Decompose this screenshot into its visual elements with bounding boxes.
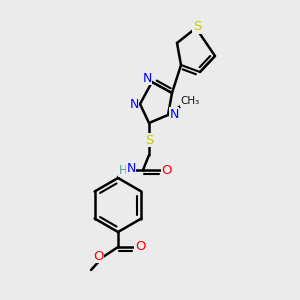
Text: N: N (129, 98, 139, 112)
Text: N: N (142, 71, 152, 85)
Text: N: N (169, 107, 179, 121)
Text: CH₃: CH₃ (180, 96, 200, 106)
Text: O: O (93, 250, 103, 262)
Text: H: H (118, 164, 127, 176)
Text: N: N (126, 163, 136, 176)
Text: O: O (162, 164, 172, 176)
Text: S: S (145, 134, 153, 146)
Text: S: S (193, 20, 201, 34)
Text: O: O (135, 241, 145, 254)
